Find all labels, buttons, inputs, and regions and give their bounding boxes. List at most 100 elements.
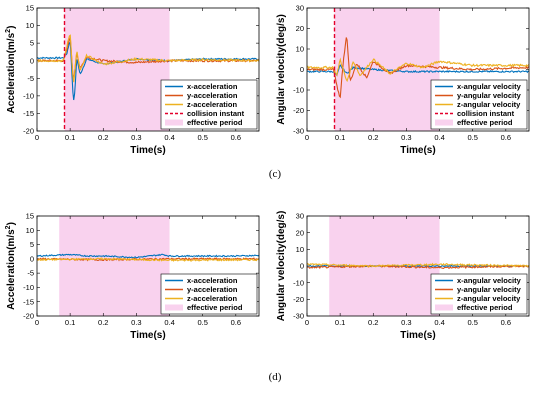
x-tick-label: 0.2 bbox=[98, 133, 108, 142]
y-axis-label-superscript: 2 bbox=[5, 29, 12, 33]
legend-swatch bbox=[435, 119, 453, 126]
x-tick-label: 0.2 bbox=[98, 318, 108, 327]
y-tick-label: -10 bbox=[293, 278, 304, 287]
x-tick-label: 0.2 bbox=[368, 318, 378, 327]
y-axis-label-text: Acceleration(m/s bbox=[6, 32, 17, 113]
legend-entry: effective period bbox=[457, 118, 513, 127]
legend-entry: z-acceleration bbox=[187, 100, 237, 109]
legend-entry: y-acceleration bbox=[187, 285, 238, 294]
y-tick-label: -10 bbox=[23, 283, 34, 292]
y-tick-label: -20 bbox=[23, 312, 34, 321]
x-tick-label: 0.1 bbox=[335, 133, 345, 142]
x-axis-label: Time(s) bbox=[130, 145, 165, 156]
x-tick-label: 0.5 bbox=[467, 133, 477, 142]
effective-period-band bbox=[59, 216, 170, 316]
axes-frame bbox=[36, 7, 260, 132]
x-tick-label: 0.6 bbox=[231, 133, 241, 142]
y-axis-label-end: ) bbox=[6, 26, 17, 29]
y-tick-label: -30 bbox=[293, 127, 304, 136]
y-tick-label: 0 bbox=[30, 56, 34, 65]
x-axis-label: Time(s) bbox=[400, 145, 435, 156]
x-tick-label: 0 bbox=[305, 133, 309, 142]
legend-swatch bbox=[165, 304, 183, 311]
x-tick-label: 0.3 bbox=[131, 133, 141, 142]
x-tick-label: 0.1 bbox=[335, 318, 345, 327]
x-tick-label: 0.4 bbox=[434, 133, 444, 142]
x-tick-label: 0.2 bbox=[368, 133, 378, 142]
series-line-z bbox=[36, 34, 260, 83]
y-tick-label: -20 bbox=[23, 127, 34, 136]
x-tick-label: 0.5 bbox=[197, 133, 207, 142]
x-tick-label: 0.1 bbox=[65, 133, 75, 142]
y-tick-label: 10 bbox=[26, 21, 34, 30]
series-line-z bbox=[36, 257, 260, 262]
series-line-x bbox=[36, 253, 260, 259]
x-tick-label: 0.4 bbox=[164, 133, 174, 142]
y-tick-label: 10 bbox=[296, 45, 304, 54]
legend: x-accelerationy-accelerationz-accelerati… bbox=[160, 79, 258, 130]
y-tick-label: -15 bbox=[23, 297, 34, 306]
x-tick-label: 0.4 bbox=[164, 318, 174, 327]
y-axis-label: Angular velocity(deg/s) bbox=[276, 14, 287, 125]
x-tick-label: 0.3 bbox=[401, 133, 411, 142]
y-tick-label: 20 bbox=[296, 24, 304, 33]
legend-entry: z-acceleration bbox=[187, 294, 237, 303]
legend-entry: y-acceleration bbox=[187, 91, 238, 100]
y-tick-label: 15 bbox=[26, 4, 34, 13]
x-tick-label: 0.6 bbox=[501, 133, 511, 142]
legend-entry: effective period bbox=[457, 303, 513, 312]
legend-entry: collision instant bbox=[187, 109, 245, 118]
y-tick-label: -5 bbox=[27, 74, 34, 83]
y-tick-label: 30 bbox=[296, 212, 304, 221]
legend-entry: y-angular velocity bbox=[457, 91, 522, 100]
y-axis-label-end: ) bbox=[6, 222, 17, 225]
series-line-z bbox=[306, 57, 530, 83]
y-axis-label: Acceleration(m/s2) bbox=[5, 26, 17, 114]
legend-entry: x-acceleration bbox=[187, 82, 238, 91]
legend-entry: y-angular velocity bbox=[457, 285, 522, 294]
legend-swatch bbox=[165, 119, 183, 126]
y-tick-label: 0 bbox=[30, 254, 34, 263]
y-tick-label: -30 bbox=[293, 312, 304, 321]
y-tick-label: 0 bbox=[300, 65, 304, 74]
x-tick-label: 0.6 bbox=[501, 318, 511, 327]
y-tick-label: -20 bbox=[293, 295, 304, 304]
y-axis-label: Angular velocity(deg/s) bbox=[276, 211, 287, 322]
legend: x-accelerationy-accelerationz-accelerati… bbox=[160, 273, 258, 315]
y-tick-label: 20 bbox=[296, 228, 304, 237]
x-axis-label: Time(s) bbox=[400, 330, 435, 341]
y-axis-label: Acceleration(m/s2) bbox=[5, 222, 17, 310]
axes-frame bbox=[306, 215, 530, 317]
caption-c: (c) bbox=[269, 168, 282, 180]
x-tick-label: 0.5 bbox=[197, 318, 207, 327]
y-tick-label: -5 bbox=[27, 269, 34, 278]
y-axis-label-superscript: 2 bbox=[5, 225, 12, 229]
legend-entry: x-angular velocity bbox=[457, 82, 522, 91]
y-tick-label: 10 bbox=[296, 245, 304, 254]
axes-frame bbox=[306, 7, 530, 132]
x-tick-label: 0.5 bbox=[467, 318, 477, 327]
y-tick-label: 15 bbox=[26, 212, 34, 221]
legend-entry: z-angular velocity bbox=[457, 294, 521, 303]
y-tick-label: -20 bbox=[293, 106, 304, 115]
y-axis-label-text: Angular velocity(deg/s) bbox=[276, 211, 287, 322]
y-tick-label: 10 bbox=[26, 226, 34, 235]
legend-entry: effective period bbox=[187, 118, 243, 127]
x-tick-label: 0 bbox=[35, 133, 39, 142]
x-tick-label: 0 bbox=[305, 318, 309, 327]
x-tick-label: 0.6 bbox=[231, 318, 241, 327]
legend-entry: effective period bbox=[187, 303, 243, 312]
y-tick-label: 0 bbox=[300, 262, 304, 271]
y-tick-label: -15 bbox=[23, 109, 34, 118]
series-line-z bbox=[306, 262, 530, 268]
y-axis-label-text: Acceleration(m/s bbox=[6, 229, 17, 310]
y-tick-label: -10 bbox=[293, 86, 304, 95]
y-tick-label: 5 bbox=[30, 240, 34, 249]
x-tick-label: 0.3 bbox=[401, 318, 411, 327]
x-tick-label: 0.3 bbox=[131, 318, 141, 327]
axes-frame bbox=[36, 215, 260, 317]
